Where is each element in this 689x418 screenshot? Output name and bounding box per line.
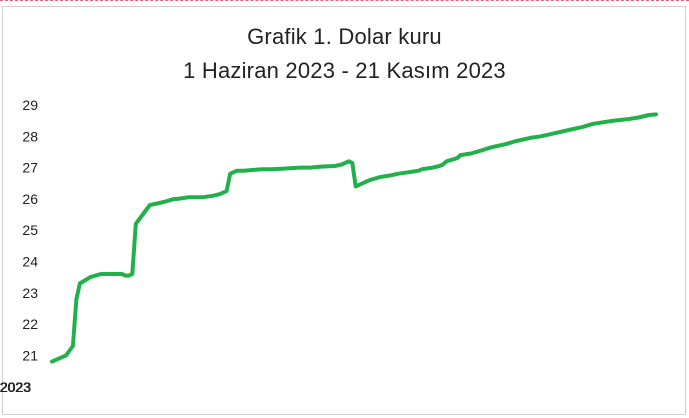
y-tick-label: 22 bbox=[22, 316, 38, 332]
x-tick-label: 1.08.2023 bbox=[0, 379, 31, 395]
y-tick-label: 21 bbox=[22, 347, 38, 363]
chart-frame bbox=[2, 6, 686, 415]
series-line bbox=[50, 112, 658, 364]
chart-subtitle: 1 Haziran 2023 - 21 Kasım 2023 bbox=[183, 58, 506, 83]
y-tick-label: 27 bbox=[22, 160, 38, 176]
top-dashed-border bbox=[0, 0, 689, 1]
y-tick-label: 26 bbox=[22, 191, 38, 207]
y-tick-label: 25 bbox=[22, 222, 38, 238]
y-tick-label: 24 bbox=[22, 253, 38, 269]
y-tick-label: 23 bbox=[22, 285, 38, 301]
y-tick-label: 28 bbox=[22, 128, 38, 144]
chart-title: Grafik 1. Dolar kuru bbox=[247, 24, 442, 49]
x-tick-label: 1.06.2023 bbox=[0, 379, 31, 395]
y-tick-label: 29 bbox=[22, 97, 38, 113]
x-tick-label: 1.09.2023 bbox=[0, 379, 31, 395]
x-tick-label: 1.10.2023 bbox=[0, 379, 31, 395]
x-tick-label: 1.11.2023 bbox=[0, 379, 31, 395]
x-tick-label: 1.07.2023 bbox=[0, 379, 31, 395]
